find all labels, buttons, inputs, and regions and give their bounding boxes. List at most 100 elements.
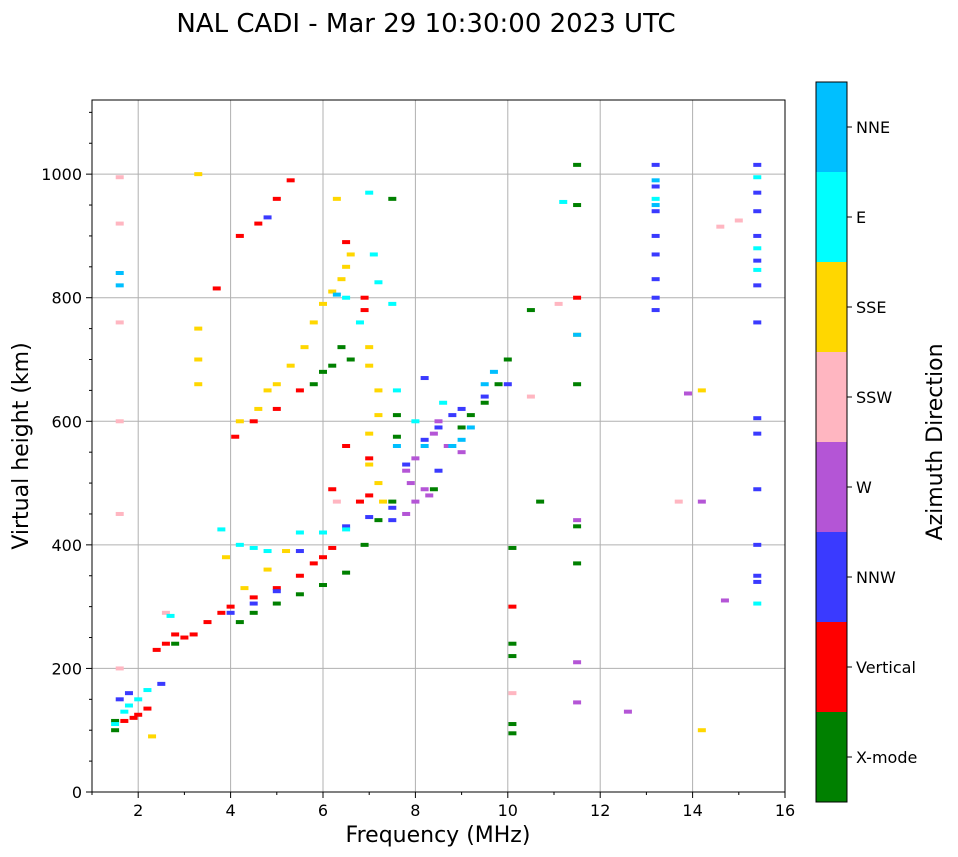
point-sse: [374, 413, 383, 418]
point-x-mode: [171, 641, 180, 646]
point-nne: [448, 444, 457, 448]
point-nnw: [753, 487, 762, 492]
point-sse: [337, 277, 346, 282]
point-sse: [254, 406, 263, 411]
point-x-mode: [360, 542, 369, 547]
point-x-mode: [508, 731, 517, 736]
point-w: [573, 700, 582, 705]
point-x-mode: [503, 357, 512, 362]
colorbar-swatch-w: [816, 442, 847, 532]
point-x-mode: [374, 518, 383, 523]
point-sse: [346, 252, 355, 257]
point-w: [457, 450, 466, 455]
colorbar-tick-label: SSE: [856, 298, 886, 317]
point-nnw: [226, 610, 235, 615]
point-vertical: [328, 487, 337, 492]
y-tick-label: 200: [51, 659, 82, 678]
point-sse: [235, 419, 244, 424]
point-nnw: [124, 691, 133, 696]
point-x-mode: [328, 363, 337, 368]
colorbar-swatch-sse: [816, 262, 847, 352]
point-ssw: [161, 610, 170, 615]
point-vertical: [235, 233, 244, 238]
point-w: [411, 456, 420, 461]
point-w: [434, 419, 443, 424]
colorbar-tick-label: E: [856, 208, 866, 227]
point-x-mode: [346, 357, 355, 362]
point-sse: [342, 264, 351, 269]
point-nnw: [753, 579, 762, 584]
point-nnw: [753, 209, 762, 214]
point-nnw: [753, 190, 762, 195]
point-e: [143, 688, 152, 693]
point-sse: [328, 289, 337, 294]
colorbar-frame: [815, 81, 848, 803]
point-nnw: [503, 382, 512, 387]
point-sse: [221, 555, 230, 560]
point-w: [443, 444, 452, 448]
point-x-mode: [508, 641, 517, 646]
point-nnw: [651, 308, 660, 313]
point-e: [651, 196, 660, 201]
point-nne: [392, 444, 401, 448]
point-x-mode: [466, 413, 475, 418]
point-x-mode: [494, 382, 503, 387]
point-vertical: [272, 586, 281, 591]
point-e: [753, 175, 762, 180]
point-sse: [697, 728, 706, 733]
point-w: [683, 391, 692, 396]
point-vertical: [295, 573, 304, 578]
point-nne: [457, 437, 466, 442]
point-w: [573, 518, 582, 523]
point-nnw: [365, 515, 374, 520]
y-tick-label: 600: [51, 412, 82, 431]
point-e: [166, 613, 175, 618]
point-sse: [379, 499, 388, 504]
point-x-mode: [573, 524, 582, 529]
point-nnw: [753, 233, 762, 238]
colorbar: X-mode Vertical NNW W SSW SSE E NNE: [815, 81, 917, 803]
point-vertical: [134, 712, 143, 717]
point-nnw: [448, 413, 457, 418]
point-sse: [272, 382, 281, 387]
point-ssw: [332, 499, 341, 504]
point-nnw: [753, 258, 762, 263]
point-sse: [282, 549, 291, 554]
point-nnw: [753, 283, 762, 288]
point-ssw: [115, 221, 124, 226]
point-vertical: [231, 434, 240, 439]
point-vertical: [226, 604, 235, 609]
colorbar-tick-label: NNE: [856, 118, 890, 137]
point-e: [355, 320, 364, 325]
point-sse: [194, 357, 203, 362]
point-nnw: [651, 252, 660, 257]
colorbar-tick-label: X-mode: [856, 748, 917, 767]
point-w: [429, 431, 438, 436]
point-vertical: [309, 561, 318, 566]
point-ssw: [508, 691, 517, 696]
point-nnw: [480, 394, 489, 399]
point-e: [559, 199, 568, 204]
x-tick-label: 14: [682, 801, 702, 820]
point-nnw: [651, 162, 660, 167]
point-vertical: [249, 595, 258, 600]
point-x-mode: [309, 382, 318, 387]
point-e: [111, 722, 120, 727]
axis-ticks: 2 4 6 8 10 12 14 16 0 200 400 600 800 1000: [41, 111, 795, 820]
point-ssw: [115, 511, 124, 516]
point-ssw: [554, 301, 563, 306]
point-x-mode: [235, 620, 244, 625]
point-x-mode: [392, 434, 401, 439]
point-w: [697, 499, 706, 504]
point-nnw: [388, 505, 397, 510]
colorbar-swatch-nnw: [816, 532, 847, 622]
point-w: [425, 493, 434, 498]
data-points: [111, 162, 762, 739]
point-sse: [309, 320, 318, 325]
point-nnw: [295, 549, 304, 554]
point-sse: [194, 172, 203, 177]
point-sse: [286, 363, 295, 368]
x-axis-label: Frequency (MHz): [346, 823, 531, 848]
point-e: [374, 280, 383, 285]
